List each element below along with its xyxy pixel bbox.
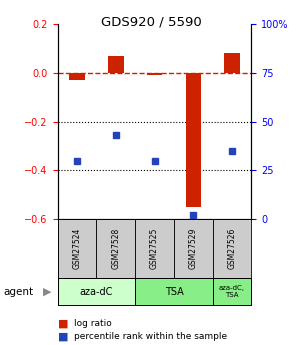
Bar xyxy=(96,219,135,278)
Text: ■: ■ xyxy=(58,319,68,328)
Text: aza-dC: aza-dC xyxy=(80,287,113,296)
Text: TSA: TSA xyxy=(165,287,183,296)
Bar xyxy=(58,219,96,278)
Bar xyxy=(135,278,213,305)
Bar xyxy=(174,219,213,278)
Text: ■: ■ xyxy=(58,332,68,341)
Bar xyxy=(213,219,251,278)
Text: GSM27525: GSM27525 xyxy=(150,228,159,269)
Bar xyxy=(69,73,85,80)
Bar xyxy=(147,73,162,75)
Text: GDS920 / 5590: GDS920 / 5590 xyxy=(101,16,202,29)
Text: GSM27529: GSM27529 xyxy=(189,228,198,269)
Text: GSM27526: GSM27526 xyxy=(228,228,237,269)
Text: ▶: ▶ xyxy=(43,287,51,296)
Text: GSM27524: GSM27524 xyxy=(72,228,82,269)
Bar xyxy=(213,278,251,305)
Text: agent: agent xyxy=(3,287,33,296)
Bar xyxy=(108,56,124,73)
Text: log ratio: log ratio xyxy=(74,319,112,328)
Text: percentile rank within the sample: percentile rank within the sample xyxy=(74,332,227,341)
Text: GSM27528: GSM27528 xyxy=(111,228,120,269)
Bar xyxy=(224,53,240,73)
Text: aza-dC,
TSA: aza-dC, TSA xyxy=(219,285,245,298)
Bar xyxy=(135,219,174,278)
Bar xyxy=(58,278,135,305)
Bar xyxy=(185,73,201,207)
